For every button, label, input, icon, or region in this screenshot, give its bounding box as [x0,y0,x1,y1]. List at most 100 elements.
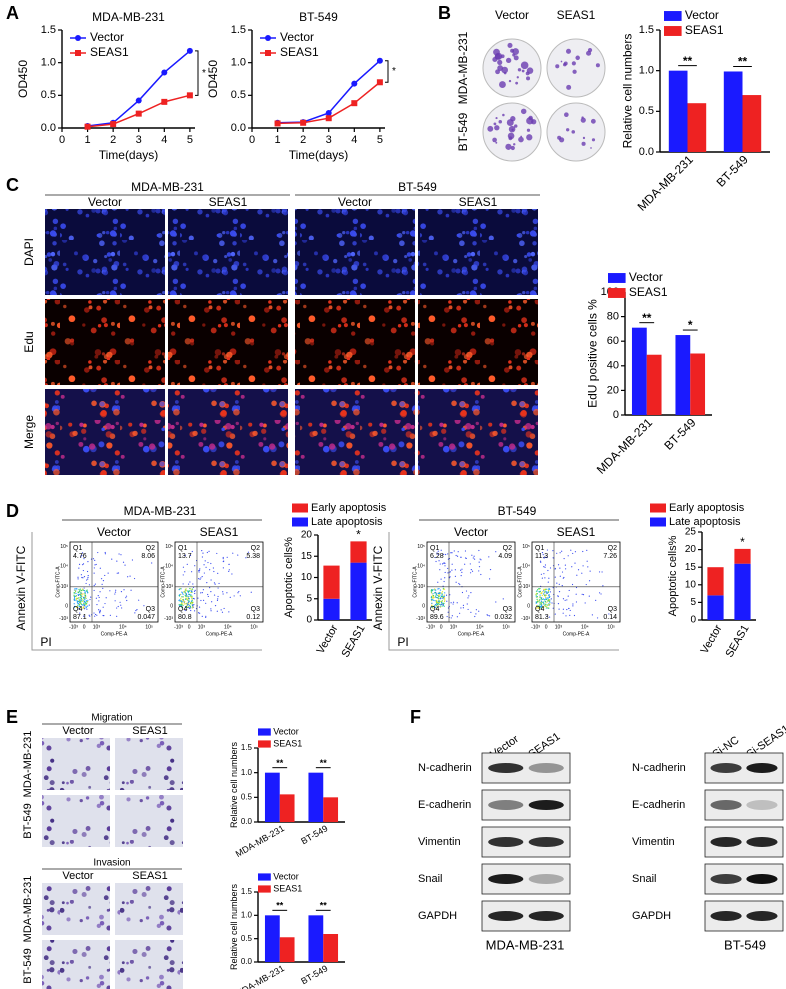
event [81,576,83,579]
y-tick-label: 1.5 [639,24,654,36]
event [210,579,212,581]
event [600,593,602,595]
event [461,591,464,594]
event [178,589,180,591]
event [434,605,436,607]
event [434,606,437,609]
legend-label: Vector [273,726,299,736]
event [183,603,185,605]
event [189,593,191,595]
event [82,563,85,565]
y-tick-label: 1.5 [241,887,253,896]
event [436,603,438,605]
event [182,566,185,568]
event [572,552,574,555]
event [539,604,541,606]
event [444,571,446,574]
colony [516,76,519,79]
event [104,551,106,554]
event [109,590,111,592]
column-label: SEAS1 [132,870,167,882]
quadrant-name: Q4 [430,606,439,613]
event [549,588,551,590]
event [432,589,434,591]
event [213,570,215,573]
event [88,584,91,586]
event [197,612,200,614]
event [93,589,95,592]
event [569,609,571,612]
event [437,603,439,605]
event [543,590,545,592]
x-tick-label: 0 [59,134,65,146]
event [447,553,449,555]
event [585,583,587,586]
event [439,603,441,605]
event [565,615,567,617]
event [587,566,589,568]
protein-label: Vimentin [418,836,461,848]
event [557,603,560,605]
event [595,599,597,601]
event [445,594,448,596]
event [568,607,570,610]
event [478,549,480,552]
event [191,550,193,553]
event [546,591,548,593]
event [439,569,441,571]
y-tick-label: -10³ [164,616,173,622]
legend-label: SEAS1 [629,285,668,299]
event [127,576,129,578]
event [85,606,87,608]
event [488,615,491,617]
event [117,572,120,574]
event [188,605,190,607]
event [119,601,121,603]
event [546,592,548,594]
event [80,594,82,596]
event [186,602,188,604]
y-tick-label: 5 [690,597,696,608]
event [540,600,542,603]
event [123,589,125,591]
micrograph [115,795,183,847]
event [431,589,433,592]
micrograph [295,299,415,385]
event [84,591,86,593]
event [442,602,444,604]
event [186,595,188,597]
x-tick-label: 0 [188,624,191,630]
event [598,592,601,594]
event [470,591,472,594]
event [79,605,81,608]
event [87,574,89,577]
event [184,594,186,596]
event [544,600,546,602]
event [179,594,181,596]
event [462,607,464,609]
event [78,563,81,565]
event [202,552,204,554]
quadrant-value: 89.6 [430,614,444,621]
micrograph [42,883,110,935]
event [541,591,544,593]
event [549,591,551,593]
event [569,614,571,616]
bar [323,797,339,822]
colony [515,81,519,85]
band [746,911,778,921]
column-label: SEAS1 [557,8,596,22]
y-tick-label: 0 [690,615,696,626]
event [495,551,497,553]
event [434,603,437,606]
event [191,607,193,609]
event [467,608,469,611]
annotation: ** [642,311,652,325]
axis-title: Comp-FITC-A [160,566,166,598]
x-tick-label: BT-549 [299,823,329,846]
y-axis-label: Relative cell numbers [229,741,239,828]
event [573,614,576,617]
quadrant-value: 13.7 [178,553,192,560]
y-tick-label: 10⁴ [165,563,173,569]
data-point [135,110,142,117]
